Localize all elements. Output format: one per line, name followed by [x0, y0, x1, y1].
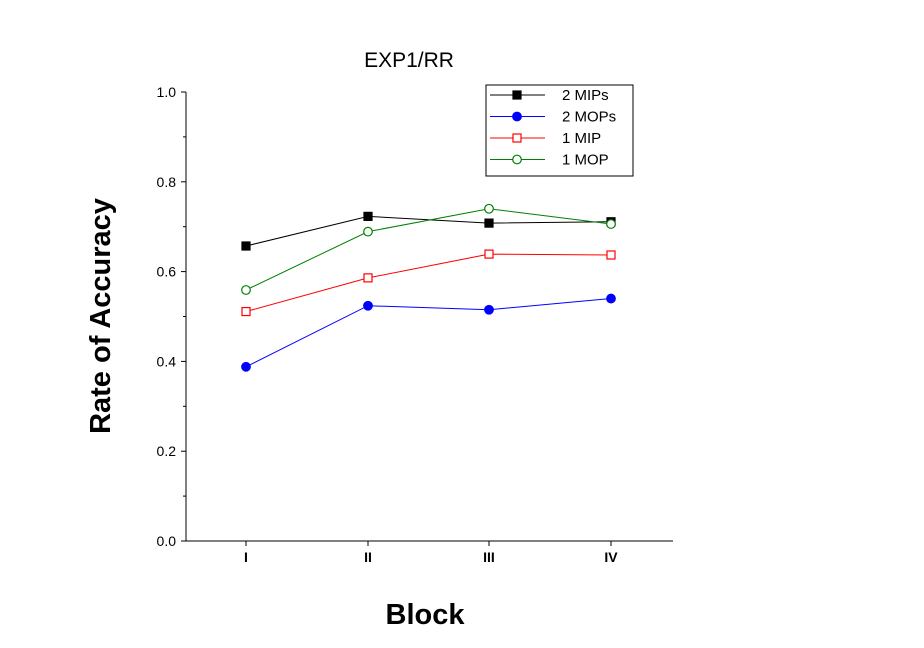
x-tick-label: III — [483, 549, 495, 565]
data-point — [484, 203, 494, 214]
legend: 2 MIPs 2 MOPs 1 MIP 1 MOP — [485, 84, 634, 177]
series-3 — [241, 203, 616, 295]
chart-title: EXP1/RR — [364, 49, 454, 72]
legend-label: 1 MIP — [562, 130, 601, 147]
series-1 — [241, 293, 616, 372]
data-point — [484, 304, 494, 315]
data-point — [484, 218, 494, 228]
legend-label: 2 MIPs — [562, 87, 609, 104]
legend-item: 1 MOP — [490, 152, 609, 169]
legend-item: 1 MIP — [490, 130, 601, 147]
series-2 — [241, 249, 616, 317]
y-ticks: 0.0 0.2 0.4 0.6 0.8 1.0 — [157, 84, 186, 549]
y-tick-label: 0.8 — [157, 174, 177, 190]
legend-marker — [512, 154, 522, 165]
series-group — [241, 203, 616, 372]
data-point — [606, 250, 616, 260]
data-point — [363, 300, 373, 311]
data-point — [241, 285, 251, 295]
legend-label: 2 MOPs — [562, 109, 616, 126]
y-tick-label: 0.2 — [157, 443, 177, 459]
series-line — [245, 208, 612, 291]
legend-item: 2 MOPs — [490, 109, 616, 126]
data-point — [241, 241, 251, 251]
x-tick-label: IV — [604, 549, 618, 565]
data-point — [363, 226, 373, 237]
x-ticks: I II III IV — [244, 541, 618, 565]
x-tick-label: I — [244, 549, 248, 565]
data-point — [606, 293, 616, 304]
y-tick-label: 1.0 — [157, 84, 177, 100]
x-tick-label: II — [364, 549, 372, 565]
y-tick-label: 0.6 — [157, 264, 177, 280]
data-point — [363, 273, 373, 283]
x-axis-label: Block — [386, 599, 466, 631]
series-line — [245, 298, 612, 368]
data-point — [241, 306, 251, 317]
series-line — [245, 215, 612, 247]
legend-item: 2 MIPs — [490, 87, 609, 104]
legend-marker — [512, 90, 522, 100]
legend-marker — [512, 133, 522, 143]
data-point — [484, 249, 494, 259]
series-0 — [241, 211, 616, 251]
y-tick-label: 0.4 — [157, 353, 177, 369]
data-point — [363, 211, 373, 221]
legend-marker — [512, 111, 522, 122]
data-point — [606, 219, 616, 229]
y-tick-label: 0.0 — [157, 533, 177, 549]
y-axis-label: Rate of Accuracy — [85, 198, 117, 434]
legend-label: 1 MOP — [562, 152, 609, 169]
data-point — [241, 361, 251, 372]
legend-items: 2 MIPs 2 MOPs 1 MIP 1 MOP — [490, 87, 616, 169]
series-line — [245, 253, 612, 313]
legend-box — [485, 84, 634, 177]
